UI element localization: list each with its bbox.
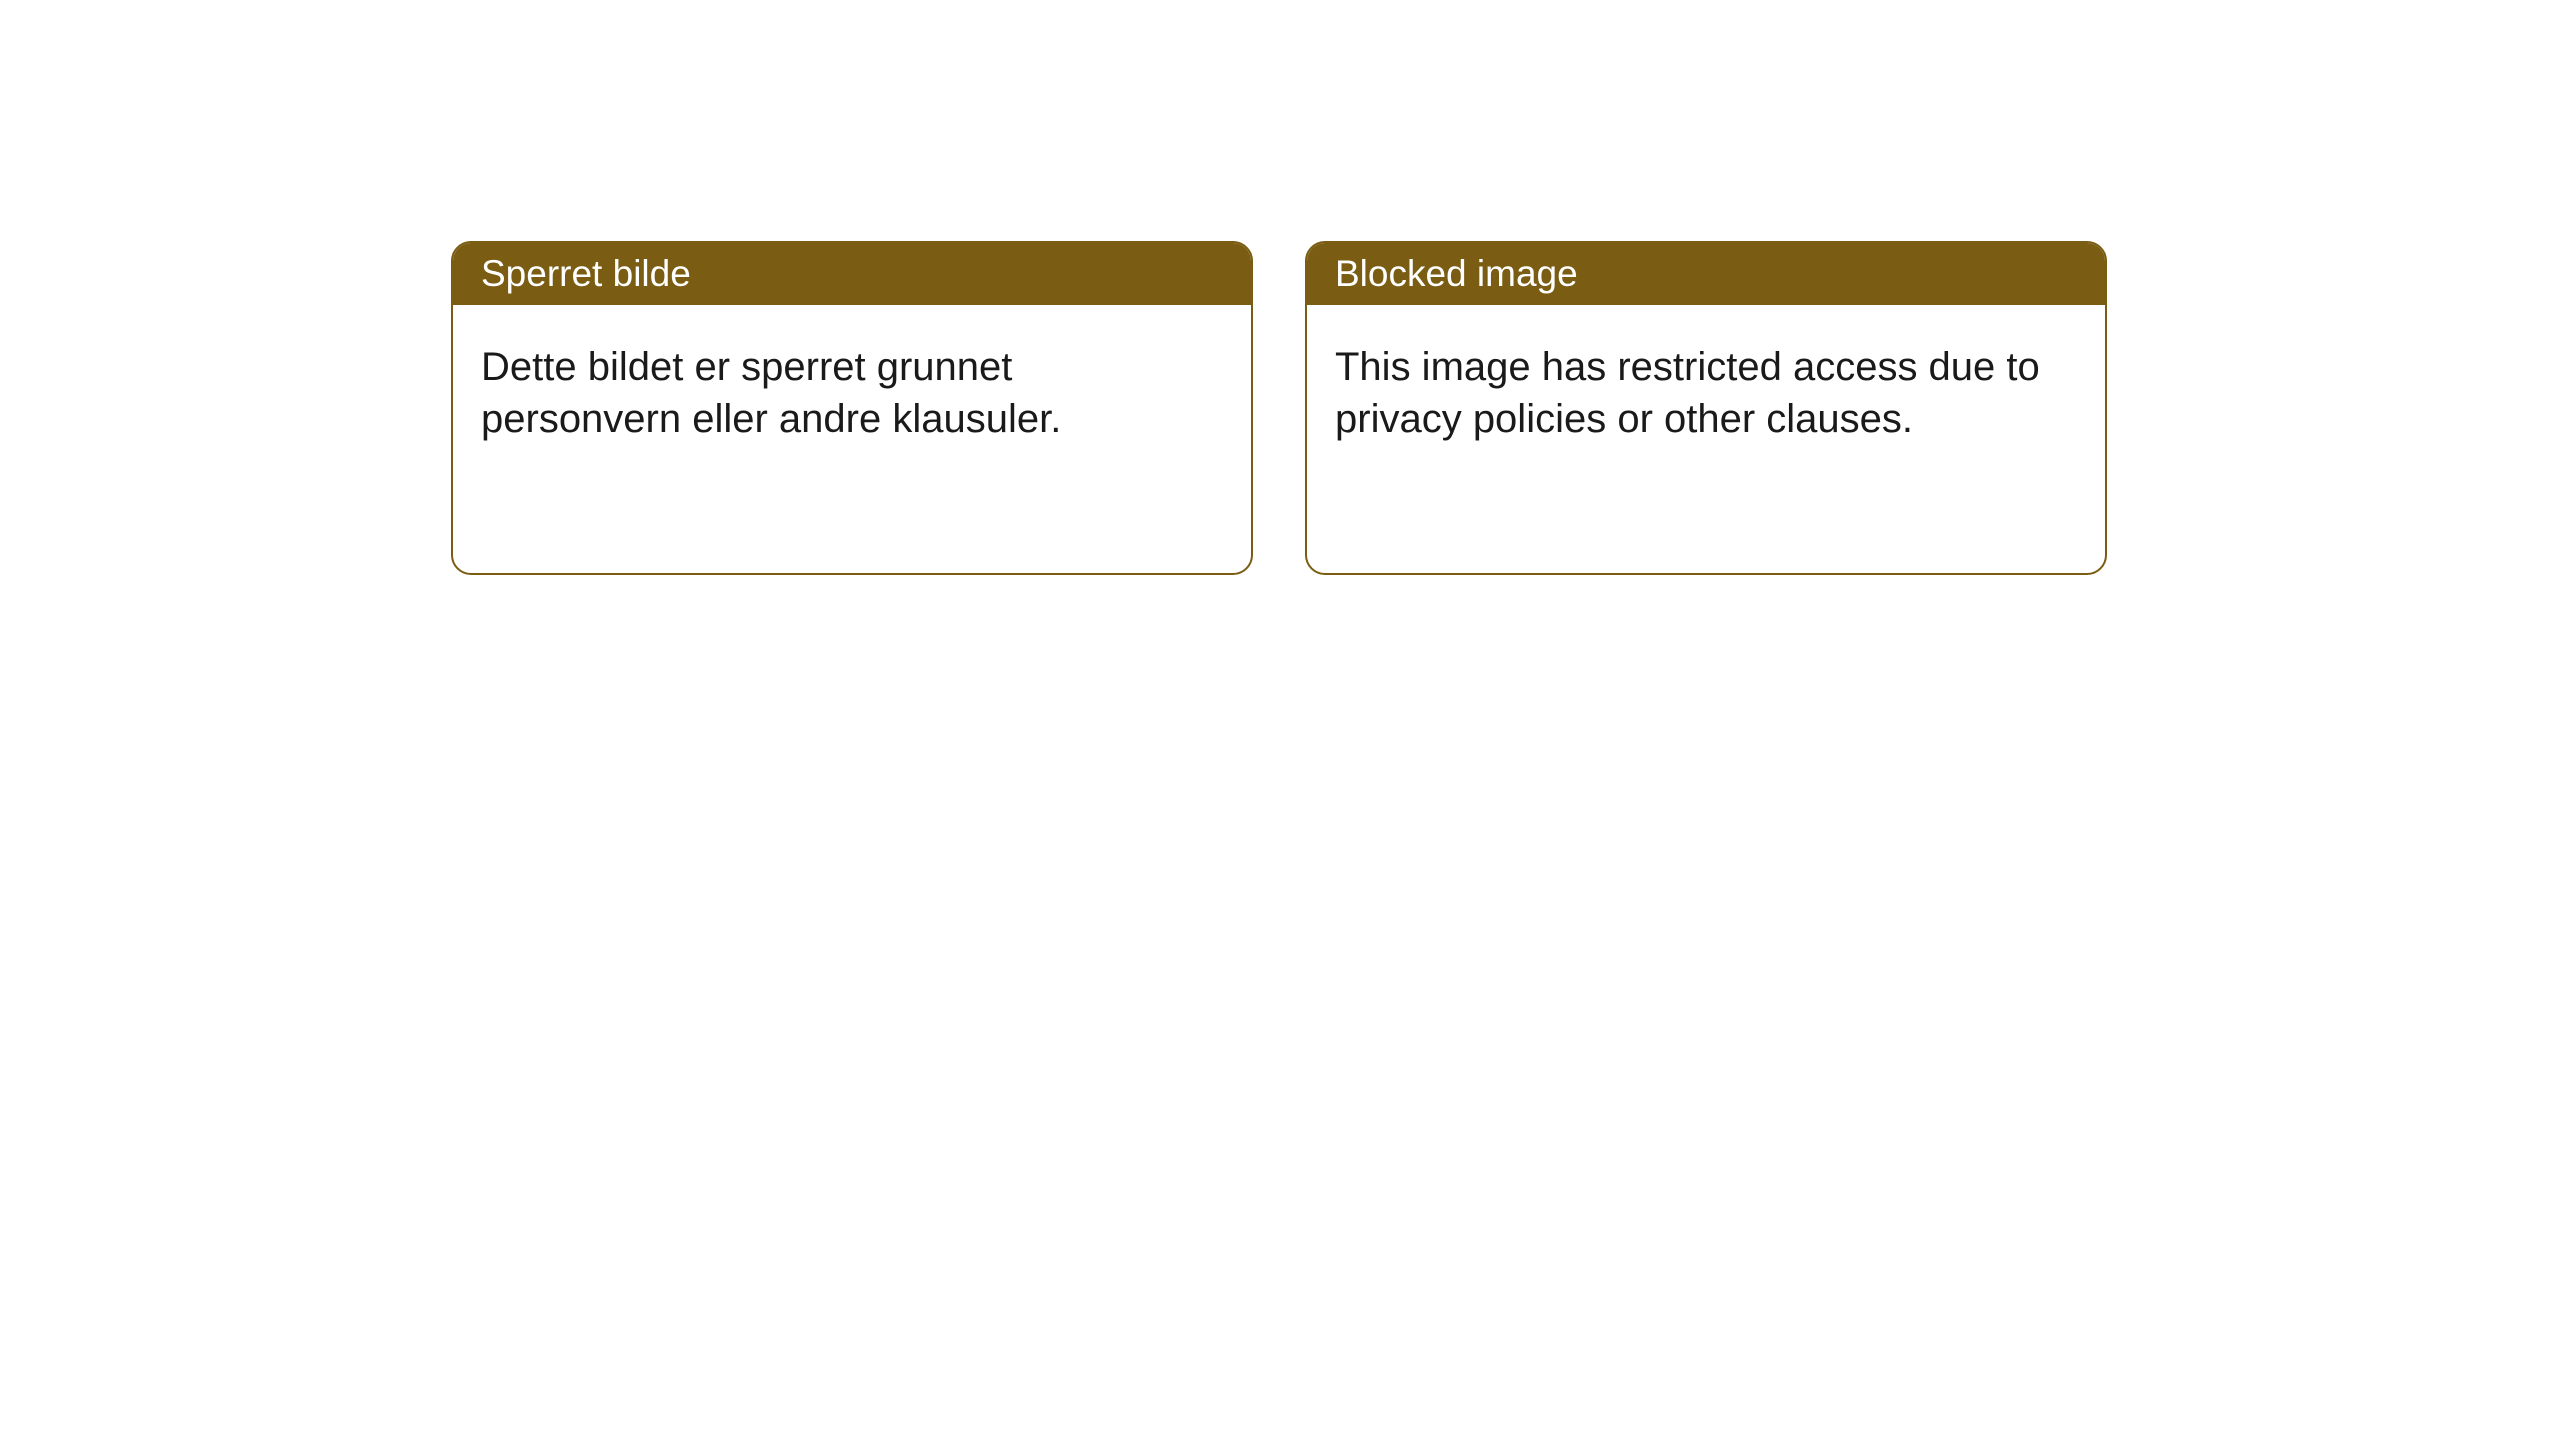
card-title: Blocked image (1335, 253, 1578, 294)
notice-card-norwegian: Sperret bilde Dette bildet er sperret gr… (451, 241, 1253, 575)
notice-card-english: Blocked image This image has restricted … (1305, 241, 2107, 575)
notice-container: Sperret bilde Dette bildet er sperret gr… (0, 0, 2560, 575)
card-body: This image has restricted access due to … (1307, 305, 2105, 481)
card-title: Sperret bilde (481, 253, 691, 294)
card-header: Blocked image (1307, 243, 2105, 305)
card-body-text: This image has restricted access due to … (1335, 345, 2040, 441)
card-header: Sperret bilde (453, 243, 1251, 305)
card-body: Dette bildet er sperret grunnet personve… (453, 305, 1251, 481)
card-body-text: Dette bildet er sperret grunnet personve… (481, 345, 1061, 441)
